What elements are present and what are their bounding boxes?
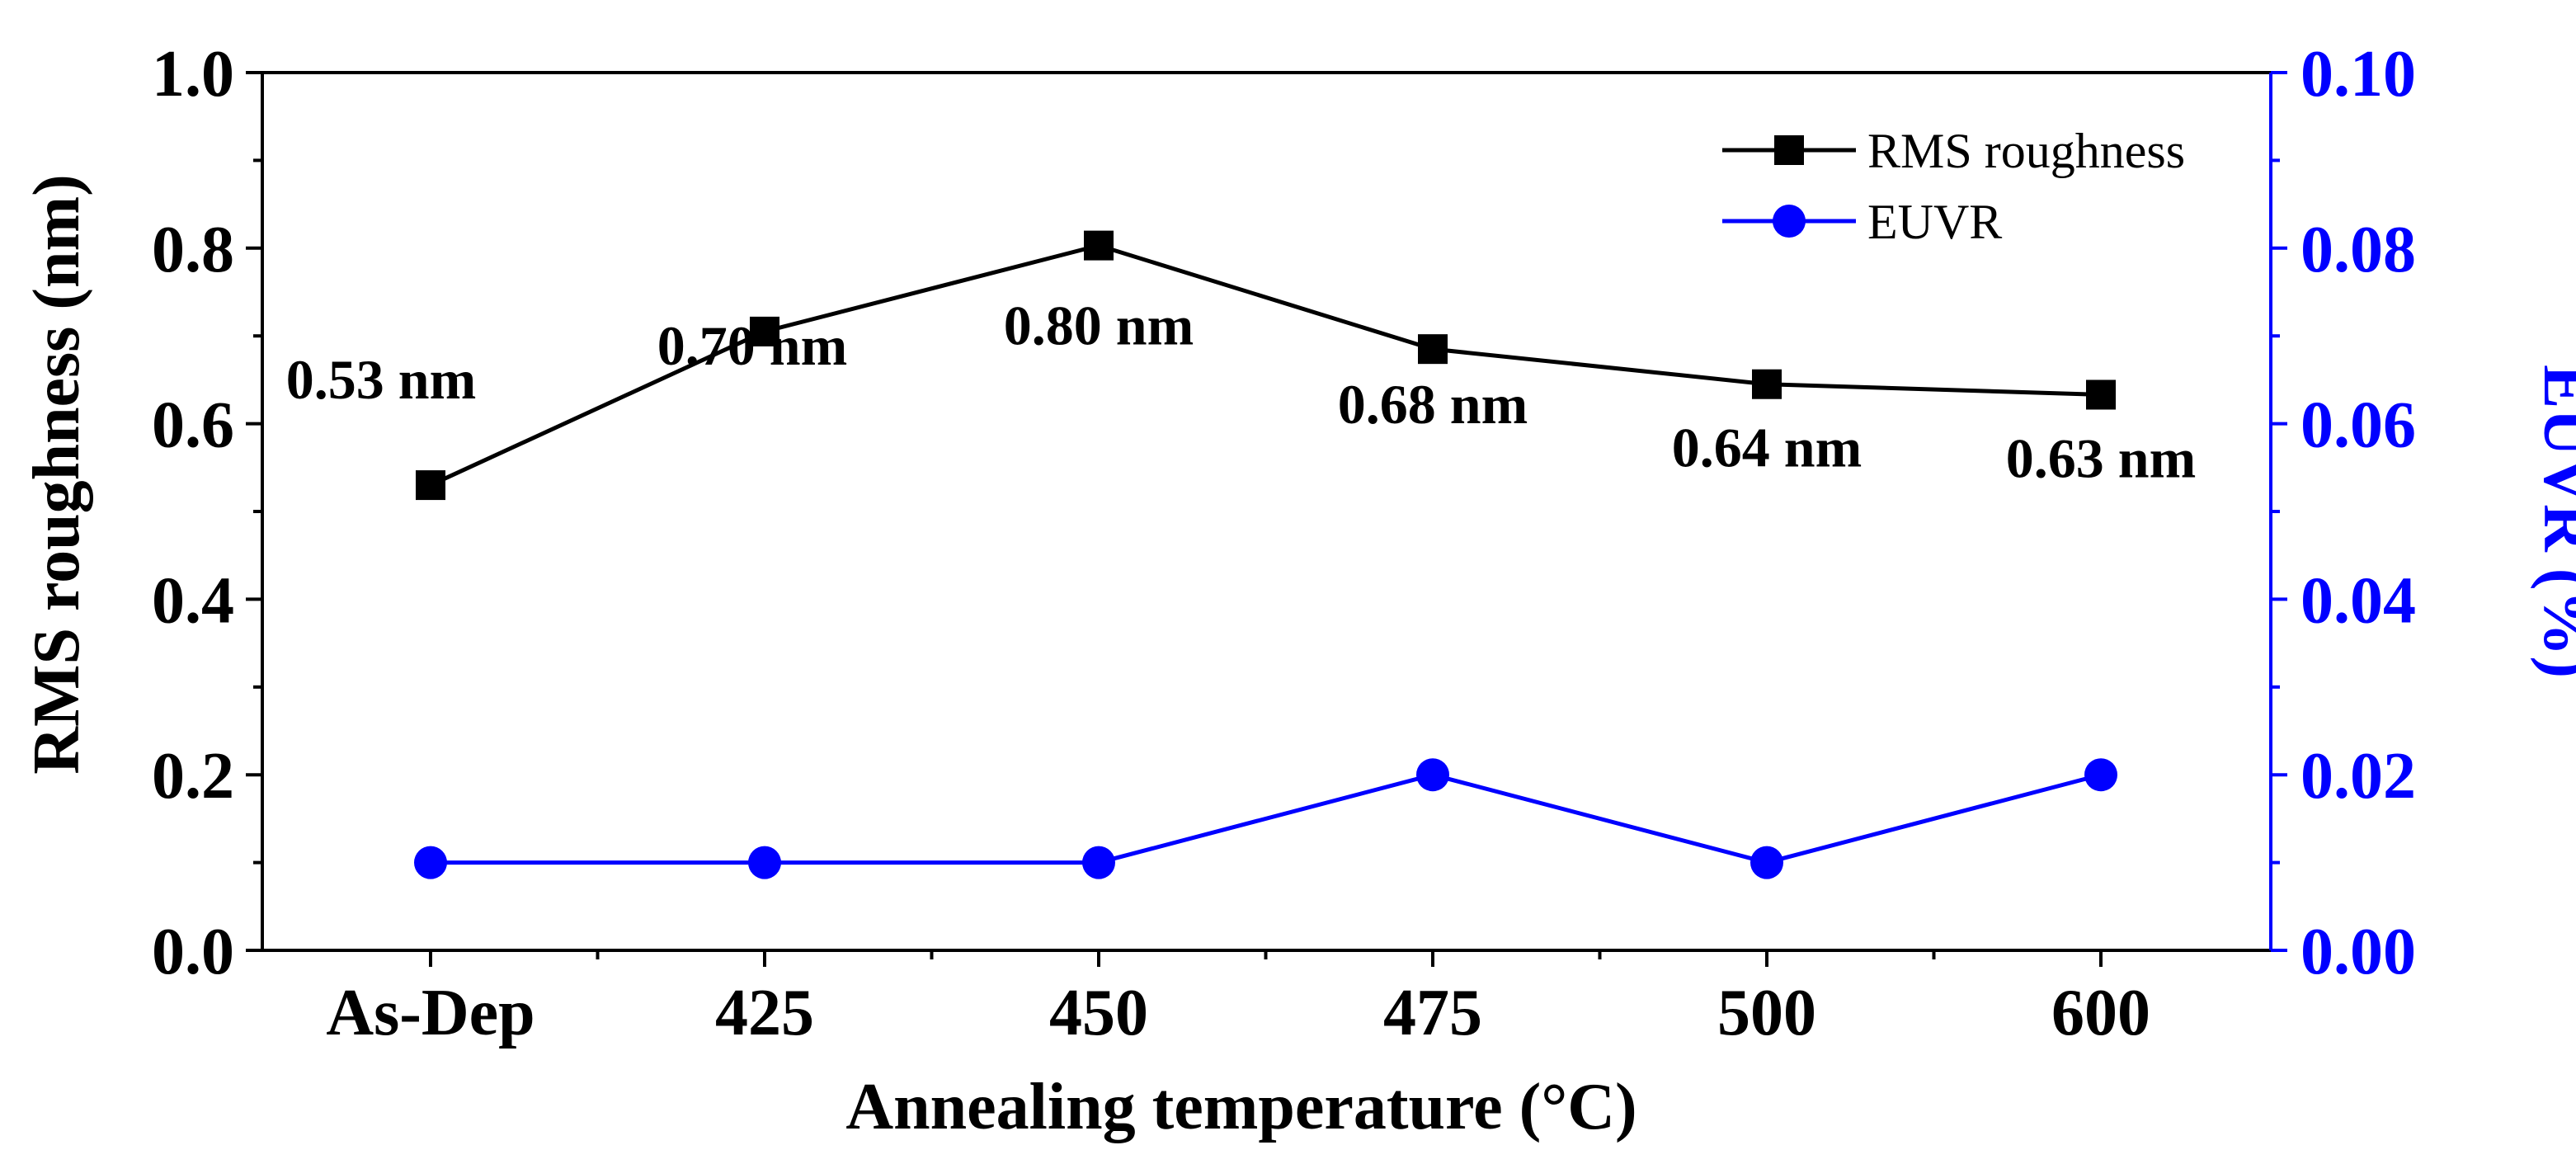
rms-point bbox=[2086, 379, 2116, 410]
x-tick-label: 475 bbox=[1383, 977, 1482, 1049]
rms-data-label: 0.80 nm bbox=[1004, 295, 1194, 357]
y-right-tick-label: 0.08 bbox=[2301, 214, 2416, 286]
y-right-tick-label: 0.02 bbox=[2301, 740, 2416, 813]
legend-euvr-marker bbox=[1773, 205, 1806, 238]
x-tick-label: 425 bbox=[715, 977, 814, 1049]
euvr-point bbox=[414, 846, 447, 879]
x-tick-label: 450 bbox=[1049, 977, 1148, 1049]
euvr-point bbox=[748, 846, 781, 879]
legend-euvr-label: EUVR bbox=[1867, 195, 2002, 249]
x-tick-label: As-Dep bbox=[326, 977, 535, 1049]
y-left-tick-label: 0.0 bbox=[152, 916, 234, 988]
x-tick-label: 500 bbox=[1717, 977, 1816, 1049]
rms-data-label: 0.63 nm bbox=[2006, 426, 2196, 489]
euvr-point bbox=[1082, 846, 1115, 879]
y-right-tick-label: 0.06 bbox=[2301, 389, 2416, 462]
legend-rms-label: RMS roughness bbox=[1867, 124, 2185, 178]
y-right-tick-label: 0.00 bbox=[2301, 916, 2416, 988]
y-axis-title-right: EUVR (%) bbox=[2530, 365, 2576, 678]
legend: RMS roughness EUVR bbox=[1722, 124, 2185, 249]
euvr-point bbox=[1416, 758, 1449, 792]
legend-rms-marker bbox=[1774, 135, 1804, 165]
euvr-point bbox=[1750, 846, 1783, 879]
y-right-tick-label: 0.04 bbox=[2301, 564, 2416, 637]
rms-data-label: 0.53 nm bbox=[286, 348, 476, 411]
y-left-tick-label: 1.0 bbox=[152, 38, 234, 111]
rms-line bbox=[429, 243, 2102, 488]
series bbox=[414, 230, 2117, 879]
rms-data-label: 0.64 nm bbox=[1672, 417, 1862, 479]
euvr-point bbox=[2084, 758, 2117, 792]
rms-point bbox=[1418, 334, 1448, 365]
rms-data-label: 0.70 nm bbox=[657, 314, 847, 377]
y-axis-title-left: RMS roughness (nm) bbox=[21, 174, 93, 775]
x-tick-label: 600 bbox=[2051, 977, 2150, 1049]
euvr-line bbox=[431, 772, 2102, 865]
x-axis-title: Annealing temperature (°C) bbox=[845, 1071, 1636, 1143]
y-left-tick-label: 0.6 bbox=[152, 389, 234, 462]
y-right-tick-label: 0.10 bbox=[2301, 38, 2416, 111]
data-labels: 0.53 nm 0.70 nm 0.80 nm 0.68 nm 0.64 nm 0.63 … bbox=[286, 295, 2196, 490]
y-left-tick-label: 0.4 bbox=[152, 564, 234, 637]
rms-point bbox=[416, 470, 445, 501]
rms-point bbox=[750, 316, 779, 346]
rms-point bbox=[1752, 369, 1782, 399]
y-left-tick-label: 0.8 bbox=[152, 214, 234, 286]
y-left-tick-label: 0.2 bbox=[152, 740, 234, 813]
rms-point bbox=[1084, 230, 1114, 261]
rms-data-label: 0.68 nm bbox=[1338, 373, 1528, 436]
ticks: 0.0 0.00 0.2 0.02 0.4 0.04 0.6 0.06 0.8 0.08 1.0 0.… bbox=[152, 38, 2416, 1049]
